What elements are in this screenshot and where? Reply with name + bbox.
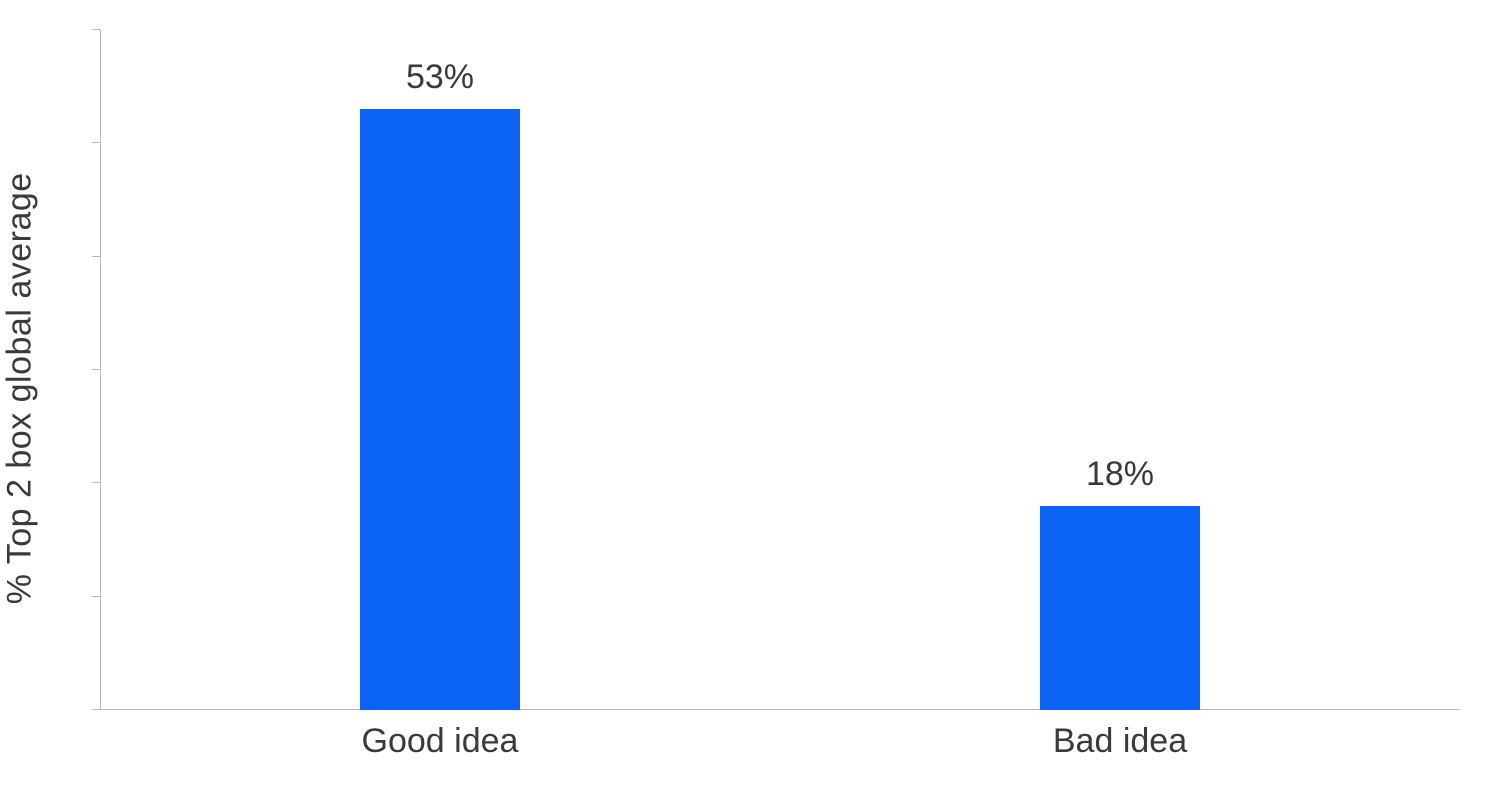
y-tick <box>92 369 100 370</box>
bar <box>360 109 520 710</box>
y-tick <box>92 596 100 597</box>
y-axis-label: % Top 2 box global average <box>1 172 40 604</box>
y-tick <box>92 709 100 710</box>
bar-chart: % Top 2 box global average 53%Good idea1… <box>0 0 1500 800</box>
bar-value-label: 18% <box>1086 455 1154 494</box>
y-tick <box>92 256 100 257</box>
bar <box>1040 506 1200 710</box>
y-tick <box>92 142 100 143</box>
category-label: Bad idea <box>1053 722 1187 761</box>
category-label: Good idea <box>362 722 519 761</box>
y-tick <box>92 29 100 30</box>
bar-value-label: 53% <box>406 58 474 97</box>
plot-area: 53%Good idea18%Bad idea <box>100 30 1460 710</box>
bars-container: 53%Good idea18%Bad idea <box>100 30 1460 710</box>
y-tick <box>92 482 100 483</box>
